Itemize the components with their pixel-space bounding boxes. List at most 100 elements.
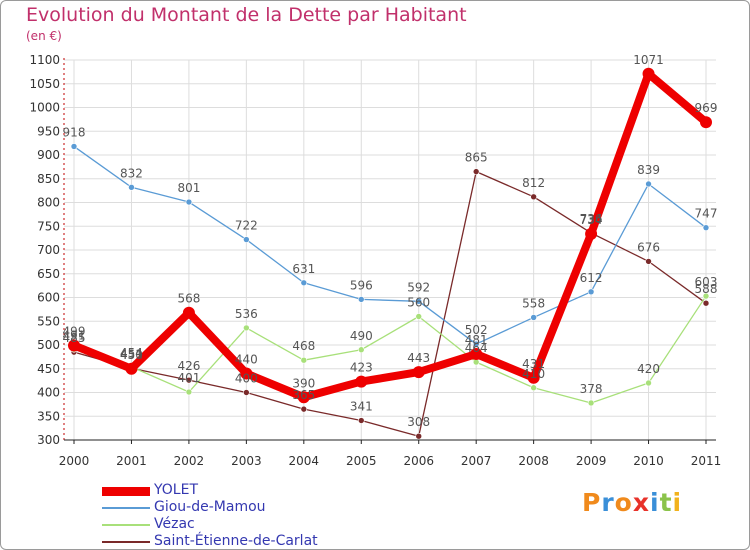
data-point	[585, 227, 598, 240]
data-point	[472, 340, 480, 348]
data-label: 485	[63, 331, 86, 345]
data-label: 676	[637, 240, 660, 254]
data-point	[70, 143, 78, 150]
y-tick-label: 550	[37, 314, 60, 328]
data-point	[300, 356, 308, 364]
data-label: 468	[292, 339, 315, 353]
data-point	[355, 375, 368, 388]
data-label: 481	[465, 333, 488, 347]
data-point	[412, 366, 425, 379]
data-label: 969	[695, 101, 718, 115]
logo-letter: o	[614, 488, 633, 517]
data-point	[297, 391, 310, 404]
logo-letter: i	[672, 488, 683, 517]
data-label: 865	[465, 151, 488, 165]
data-label: 747	[695, 207, 718, 221]
y-tick-label: 900	[37, 148, 60, 162]
y-tick-label: 1050	[29, 77, 60, 91]
data-point	[357, 346, 365, 354]
legend-swatch	[102, 507, 150, 509]
data-point	[642, 67, 655, 80]
data-label: 400	[235, 372, 258, 386]
data-label: 431	[522, 357, 545, 371]
data-point	[243, 389, 250, 396]
x-tick-label: 2010	[633, 454, 664, 468]
x-tick-label: 2006	[403, 454, 434, 468]
y-tick-label: 750	[37, 219, 60, 233]
data-point	[357, 417, 365, 424]
data-label: 390	[292, 376, 315, 390]
data-label: 568	[177, 292, 200, 306]
data-point	[702, 299, 710, 307]
series-line	[73, 295, 707, 404]
y-tick-label: 450	[37, 362, 60, 376]
x-tick-label: 2002	[174, 454, 205, 468]
data-label: 612	[580, 271, 603, 285]
data-point	[185, 388, 193, 396]
data-point	[587, 288, 595, 296]
data-point	[128, 184, 135, 191]
legend-swatch	[102, 541, 150, 543]
data-point	[415, 297, 423, 305]
chart-subtitle: (en €)	[26, 29, 62, 43]
x-tick-label: 2008	[518, 454, 549, 468]
data-point	[702, 292, 710, 300]
data-point	[185, 198, 193, 206]
y-tick-label: 700	[37, 243, 60, 257]
x-tick-label: 2005	[346, 454, 377, 468]
data-point	[240, 367, 253, 380]
y-tick-label: 650	[37, 267, 60, 281]
chart-title: Evolution du Montant de la Dette par Hab…	[26, 4, 467, 26]
data-label: 341	[350, 400, 373, 414]
x-tick-label: 2009	[576, 454, 607, 468]
data-label: 839	[637, 163, 660, 177]
data-label: 801	[177, 181, 200, 195]
x-tick-label: 2007	[461, 454, 492, 468]
data-label: 736	[580, 212, 603, 226]
data-point	[182, 306, 195, 319]
proxiti-logo: Proxiti	[582, 488, 682, 517]
series-line	[70, 69, 710, 402]
y-tick-label: 400	[37, 386, 60, 400]
series-line	[73, 170, 707, 437]
y-tick-label: 950	[37, 124, 60, 138]
data-label: 365	[292, 388, 315, 402]
data-label: 440	[235, 353, 258, 367]
x-tick-label: 2000	[59, 454, 90, 468]
legend-label: Saint-Étienne-de-Carlat	[154, 533, 318, 549]
data-label: 378	[580, 382, 603, 396]
data-label: 536	[235, 307, 258, 321]
data-label: 450	[120, 348, 143, 362]
series-line	[73, 145, 707, 345]
y-tick-label: 300	[37, 433, 60, 447]
data-label: 631	[292, 262, 315, 276]
data-point	[415, 313, 423, 320]
logo-letter: r	[601, 488, 615, 517]
data-label: 420	[637, 362, 660, 376]
x-tick-label: 2004	[289, 454, 320, 468]
data-label: 592	[407, 280, 430, 294]
data-point	[300, 279, 308, 287]
y-tick-label: 1000	[29, 101, 60, 115]
data-label: 1071	[633, 53, 664, 67]
data-label: 812	[522, 176, 545, 190]
data-label: 426	[177, 359, 200, 373]
data-point	[415, 432, 423, 440]
data-point	[645, 379, 652, 387]
y-tick-label: 600	[37, 291, 60, 305]
legend-label: Vézac	[154, 516, 195, 532]
data-label: 464	[465, 341, 488, 355]
data-label: 918	[63, 125, 86, 139]
data-point	[243, 324, 250, 332]
data-point	[700, 116, 712, 129]
data-label: 722	[235, 219, 258, 233]
x-tick-label: 2001	[116, 454, 147, 468]
y-tick-label: 1100	[29, 53, 60, 67]
data-point	[702, 224, 710, 231]
data-label: 502	[465, 323, 488, 337]
data-label: 832	[120, 166, 143, 180]
logo-letter: i	[650, 488, 660, 517]
data-point	[357, 296, 365, 303]
logo-letter: t	[659, 488, 673, 517]
